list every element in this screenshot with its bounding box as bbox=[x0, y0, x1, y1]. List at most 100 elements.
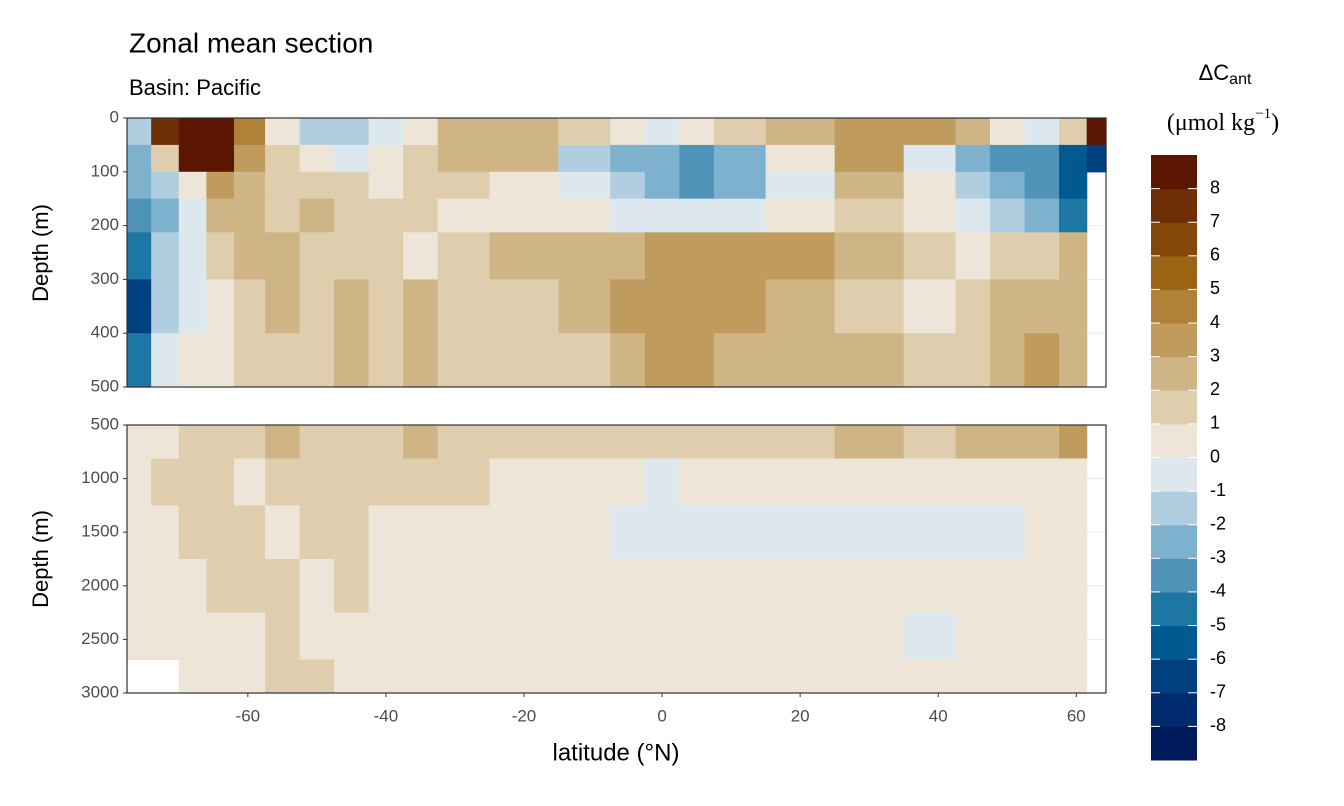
heat-cell bbox=[765, 559, 836, 614]
heat-cell bbox=[903, 198, 957, 233]
heat-cell bbox=[437, 118, 491, 146]
heat-cell bbox=[990, 232, 1026, 280]
heat-cell bbox=[1024, 505, 1060, 560]
heat-cell bbox=[990, 458, 1026, 506]
y-tick-label: 500 bbox=[91, 414, 119, 433]
heat-cell bbox=[1024, 171, 1060, 200]
heat-cell bbox=[610, 458, 646, 506]
heat-cell bbox=[990, 333, 1026, 388]
heat-cell bbox=[990, 279, 1026, 334]
heat-cell bbox=[299, 612, 335, 661]
heat-cell bbox=[765, 171, 836, 200]
y-axis-label: Depth (m) bbox=[28, 204, 53, 302]
heat-cell bbox=[437, 279, 491, 334]
heat-cell bbox=[1059, 232, 1088, 280]
heat-cell bbox=[679, 612, 715, 661]
heat-cell bbox=[206, 198, 235, 233]
heat-cell bbox=[368, 118, 404, 146]
legend-unit-sup: −1 bbox=[1255, 106, 1271, 122]
heat-cell bbox=[713, 333, 767, 388]
heat-cell bbox=[127, 425, 152, 460]
y-tick-label: 1000 bbox=[81, 468, 119, 487]
heat-cell bbox=[265, 505, 301, 560]
heat-cell bbox=[1059, 198, 1088, 233]
heat-cell bbox=[610, 198, 646, 233]
heat-cell bbox=[299, 458, 335, 506]
heat-cell bbox=[713, 198, 767, 233]
legend-title: ΔCant bbox=[1199, 60, 1252, 88]
heat-cell bbox=[558, 198, 611, 233]
heat-cell bbox=[368, 232, 404, 280]
heat-cell bbox=[151, 425, 180, 460]
heat-cell bbox=[644, 659, 680, 694]
heat-cell bbox=[489, 505, 560, 560]
heat-cell bbox=[206, 333, 235, 388]
heat-cell bbox=[489, 333, 560, 388]
heat-cell bbox=[234, 559, 266, 614]
heat-cell bbox=[151, 612, 180, 661]
colorbar-label: 3 bbox=[1210, 345, 1220, 365]
heat-cell bbox=[1086, 144, 1107, 173]
heat-cell bbox=[234, 144, 266, 173]
heat-cell bbox=[990, 425, 1026, 460]
heat-cell bbox=[1059, 118, 1088, 146]
heat-cell bbox=[403, 425, 439, 460]
heat-cell bbox=[1024, 279, 1060, 334]
colorbar-label: 8 bbox=[1210, 177, 1220, 197]
colorbar-label: 1 bbox=[1210, 413, 1220, 433]
heat-cell bbox=[558, 612, 611, 661]
heat-cell bbox=[178, 425, 207, 460]
y-tick-label: 300 bbox=[91, 269, 119, 288]
heat-cell bbox=[834, 612, 905, 661]
heat-cell bbox=[151, 333, 180, 388]
heat-cell bbox=[610, 659, 646, 694]
heat-cell bbox=[403, 144, 439, 173]
heat-cell bbox=[903, 144, 957, 173]
colorbar-swatch bbox=[1151, 692, 1197, 727]
heat-cell bbox=[644, 279, 680, 334]
heat-cell bbox=[178, 118, 207, 146]
colorbar-swatch bbox=[1151, 390, 1197, 425]
heat-cell bbox=[679, 425, 715, 460]
x-tick-label: -40 bbox=[374, 706, 399, 725]
y-tick-label: 400 bbox=[91, 323, 119, 342]
heat-cell bbox=[955, 333, 991, 388]
heat-cell bbox=[265, 171, 301, 200]
colorbar-label: -2 bbox=[1210, 513, 1226, 533]
heat-cell bbox=[127, 458, 152, 506]
heat-cell bbox=[334, 118, 370, 146]
heat-cell bbox=[151, 144, 180, 173]
x-tick-label: -60 bbox=[236, 706, 261, 725]
heat-cell bbox=[1059, 425, 1088, 460]
colorbar-label: 4 bbox=[1210, 312, 1220, 332]
heat-cell bbox=[765, 118, 836, 146]
heat-cell bbox=[713, 232, 767, 280]
heat-cell bbox=[610, 232, 646, 280]
heat-cell bbox=[765, 612, 836, 661]
heat-cell bbox=[713, 505, 767, 560]
x-tick-label: 40 bbox=[929, 706, 948, 725]
heat-cell bbox=[903, 659, 957, 694]
heat-cell bbox=[368, 144, 404, 173]
heat-cell bbox=[1024, 458, 1060, 506]
heat-cell bbox=[765, 505, 836, 560]
heat-cell bbox=[127, 118, 152, 146]
heat-cell bbox=[489, 659, 560, 694]
heat-cell bbox=[299, 118, 335, 146]
heat-cell bbox=[437, 659, 491, 694]
heat-cell bbox=[558, 505, 611, 560]
heat-cell bbox=[955, 144, 991, 173]
heat-cell bbox=[558, 333, 611, 388]
panel-border bbox=[126, 117, 1107, 388]
heat-cell bbox=[1059, 144, 1088, 173]
colorbar-label: -7 bbox=[1210, 682, 1226, 702]
heat-cell bbox=[178, 171, 207, 200]
heat-cell bbox=[1059, 458, 1088, 506]
heat-cell bbox=[1024, 144, 1060, 173]
heat-cell bbox=[206, 612, 235, 661]
heat-cell bbox=[558, 118, 611, 146]
heat-cell bbox=[127, 559, 152, 614]
heat-cell bbox=[834, 144, 905, 173]
legend-unit: (μmol kg−1) bbox=[1167, 106, 1279, 135]
heat-cell bbox=[990, 659, 1026, 694]
